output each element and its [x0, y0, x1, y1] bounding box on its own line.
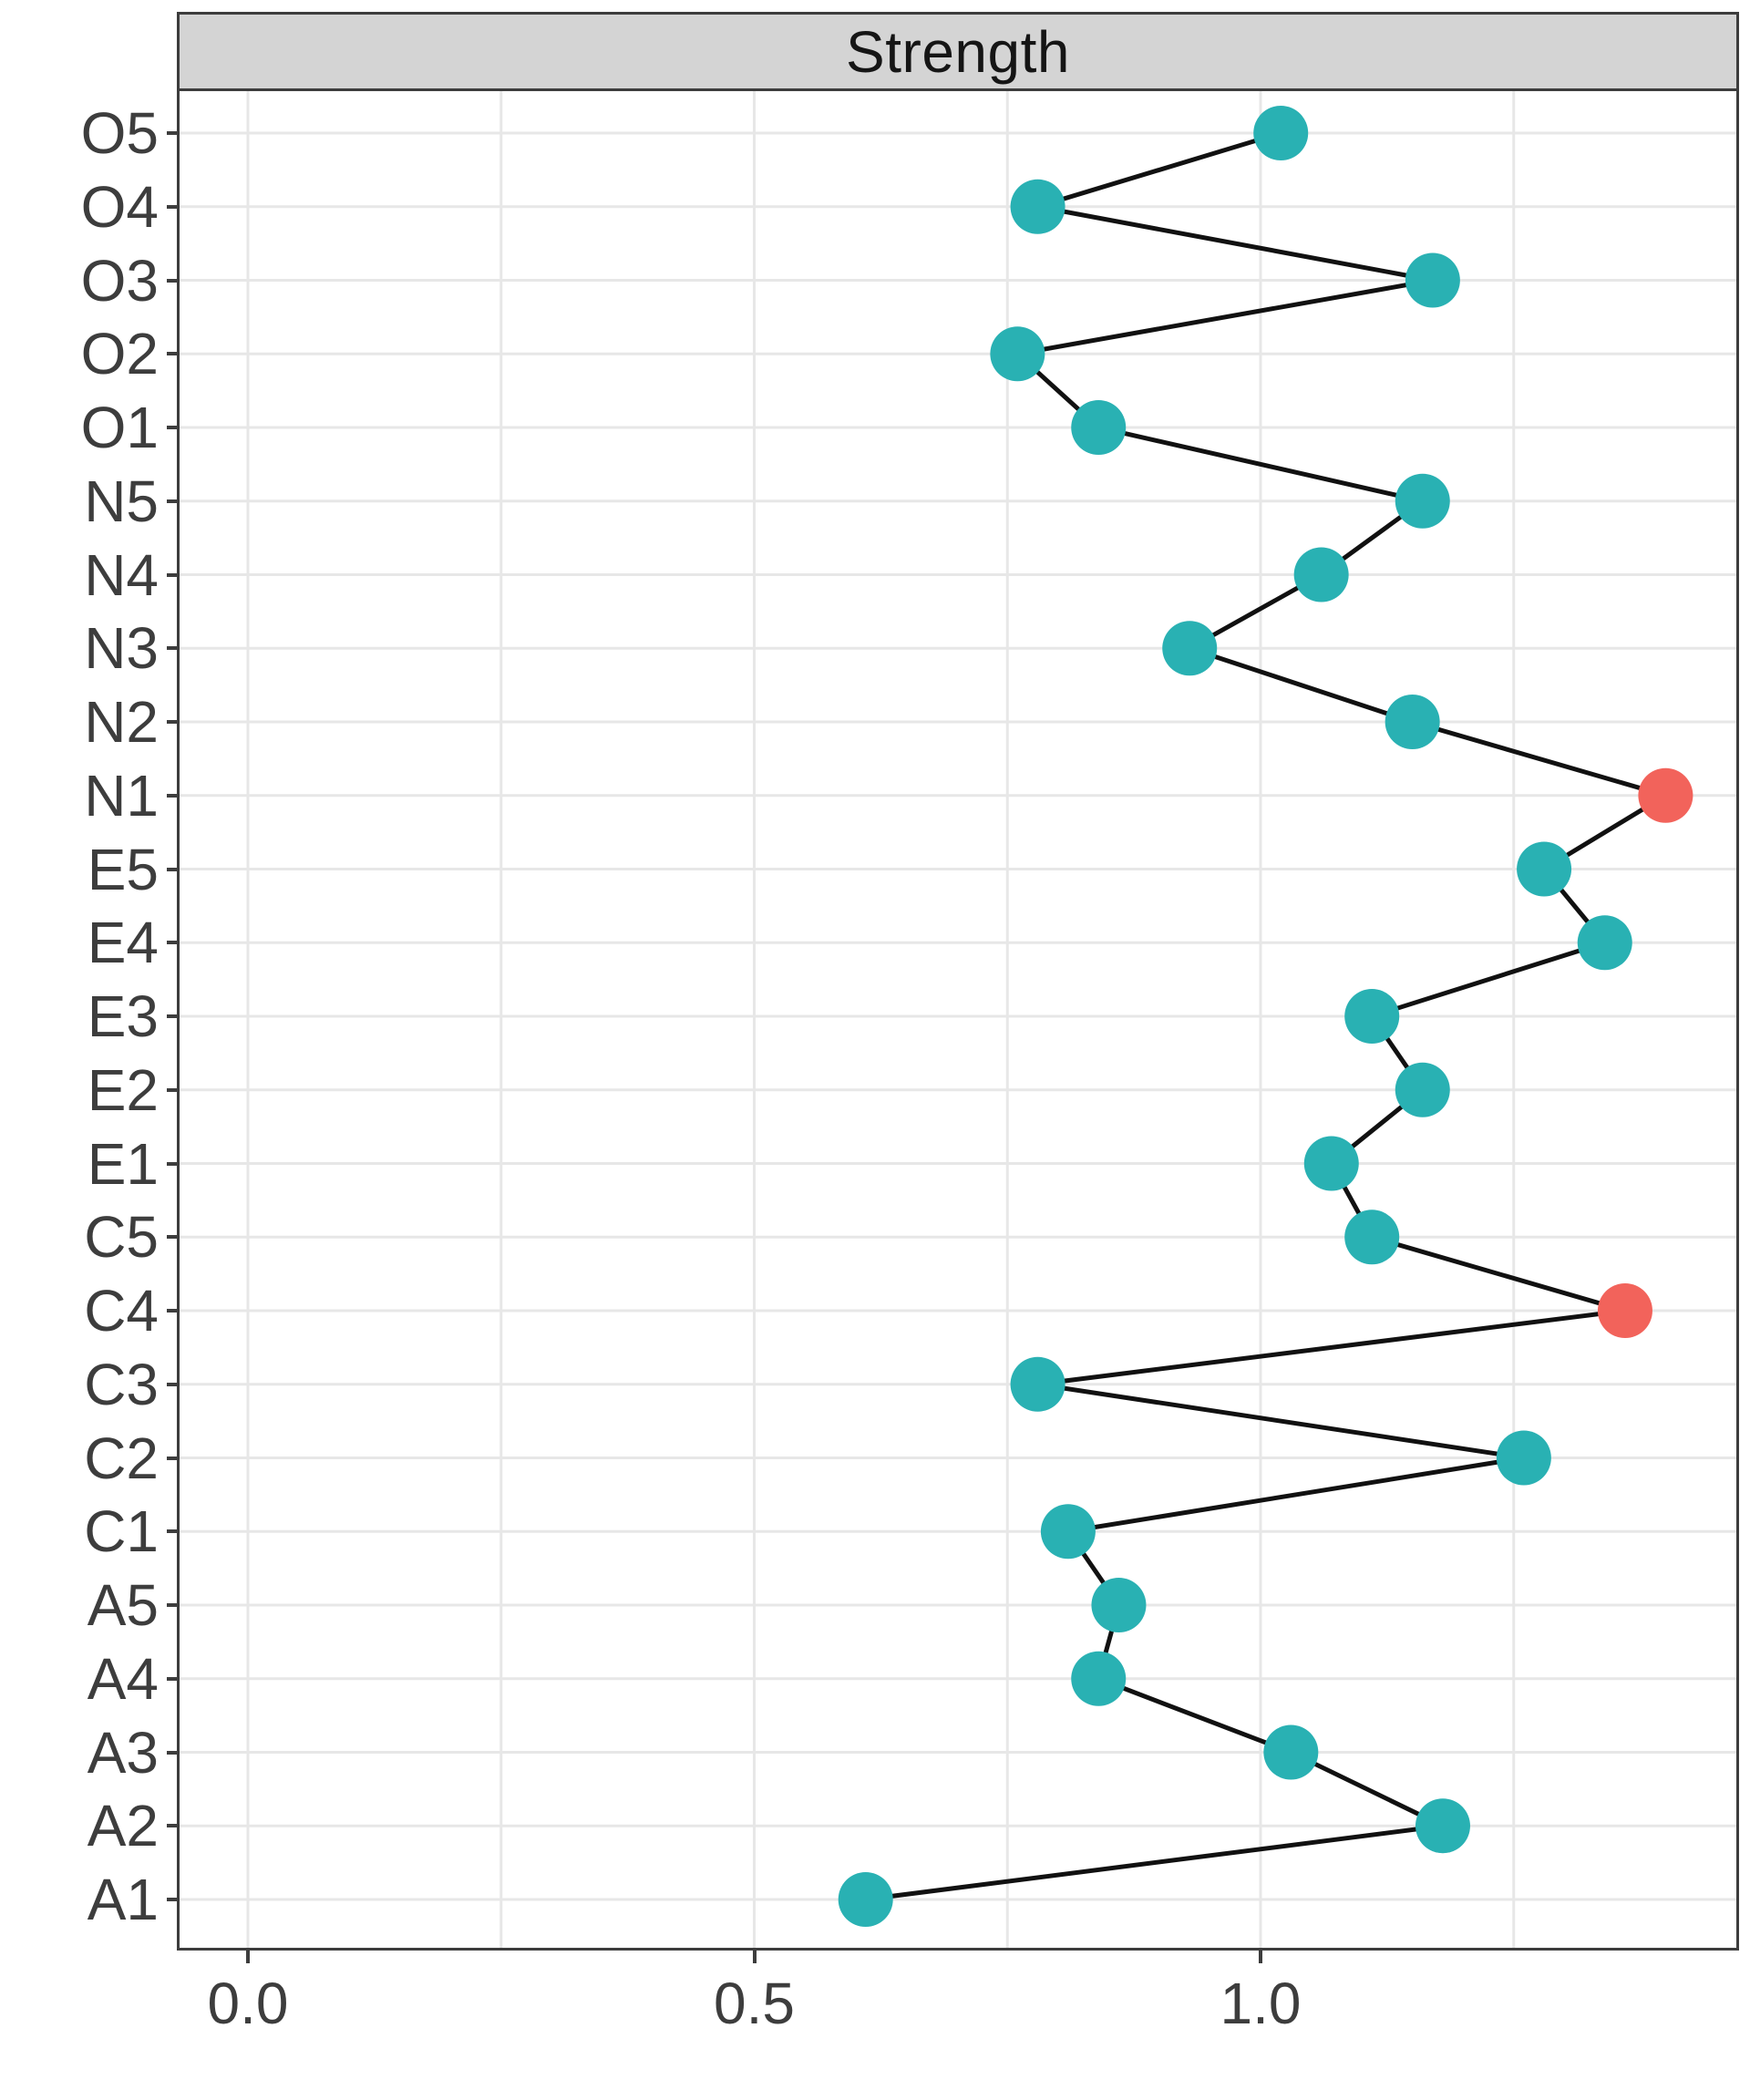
data-point [1010, 1356, 1065, 1412]
y-axis-label: A2 [87, 1793, 159, 1859]
plot-canvas [180, 91, 1736, 1948]
y-axis-label: O3 [80, 247, 159, 314]
y-axis-label: C4 [84, 1278, 159, 1343]
data-point [1344, 1210, 1400, 1265]
data-point [990, 326, 1045, 382]
y-axis-tick [167, 867, 177, 871]
y-axis-label: N2 [84, 689, 159, 755]
y-axis-label: C5 [84, 1204, 159, 1271]
y-axis-tick [167, 426, 177, 429]
data-point-highlighted [1638, 767, 1693, 823]
data-point [1415, 1798, 1470, 1854]
y-axis-tick [167, 278, 177, 283]
y-axis-label: E5 [87, 836, 159, 902]
y-axis-label: E1 [87, 1130, 159, 1197]
data-point [1395, 1062, 1450, 1117]
y-axis-label: O2 [80, 321, 159, 387]
data-point [1344, 989, 1400, 1044]
y-axis-tick [167, 204, 177, 209]
data-point-highlighted [1597, 1283, 1652, 1338]
data-point [1162, 621, 1218, 676]
data-point [1263, 1724, 1319, 1780]
data-point [1293, 547, 1349, 602]
y-axis-label: A3 [87, 1719, 159, 1786]
data-point [838, 1872, 893, 1927]
y-axis-label: E2 [87, 1056, 159, 1123]
data-point [1071, 400, 1127, 455]
y-axis-tick [167, 1456, 177, 1460]
y-axis-label: N4 [84, 541, 159, 608]
y-axis-tick [167, 1750, 177, 1755]
x-axis-tick-label: 1.0 [1220, 1971, 1302, 2036]
y-axis-label: N3 [84, 615, 159, 682]
y-axis-tick [167, 720, 177, 724]
y-axis-label: C3 [84, 1351, 159, 1417]
facet-strip: Strength [177, 12, 1739, 91]
data-point [1303, 1136, 1359, 1191]
data-point [1405, 252, 1460, 308]
data-point [1010, 179, 1065, 234]
y-axis-tick [167, 1235, 177, 1240]
y-axis-tick [167, 1676, 177, 1681]
y-axis-tick [167, 1087, 177, 1092]
y-axis-tick [167, 1382, 177, 1386]
y-axis-tick [167, 572, 177, 577]
data-point [1253, 106, 1309, 160]
x-axis-tick [1259, 1951, 1262, 1963]
y-axis-tick [167, 793, 177, 798]
y-axis-tick [167, 1603, 177, 1607]
y-axis-tick [167, 131, 177, 135]
x-axis-tick [752, 1951, 757, 1963]
y-axis-tick [167, 1824, 177, 1828]
y-axis-tick [167, 1309, 177, 1312]
data-point [1091, 1578, 1147, 1632]
y-axis-label: A4 [87, 1645, 159, 1712]
data-point [1517, 841, 1572, 897]
x-axis-tick-label: 0.5 [714, 1971, 795, 2036]
y-axis-label: O5 [80, 100, 159, 166]
y-axis-tick [167, 499, 177, 503]
y-axis-tick [167, 352, 177, 356]
y-axis-label: E4 [87, 910, 159, 976]
data-point [1577, 915, 1632, 971]
y-axis-tick [167, 1161, 177, 1166]
x-axis-tick-label: 0.0 [207, 1971, 289, 2036]
data-point [1385, 695, 1440, 749]
y-axis-label: A1 [87, 1867, 159, 1932]
y-axis-tick [167, 1014, 177, 1018]
y-axis-tick [167, 1898, 177, 1901]
y-axis-label: A5 [87, 1572, 159, 1638]
y-axis-tick [167, 646, 177, 651]
y-axis-label: O1 [80, 395, 159, 460]
data-point [1395, 473, 1450, 529]
y-axis-label: C1 [84, 1498, 159, 1565]
plot-panel [177, 88, 1739, 1951]
y-axis-label: N1 [84, 762, 159, 829]
y-axis-label: E3 [87, 983, 159, 1049]
y-axis-label: O4 [80, 173, 159, 240]
facet-strip-title: Strength [846, 18, 1070, 85]
x-axis-tick [246, 1951, 250, 1963]
y-axis-tick [167, 941, 177, 945]
y-axis-label: C2 [84, 1425, 159, 1491]
data-point [1040, 1504, 1096, 1560]
y-axis-tick [167, 1529, 177, 1534]
y-axis-label: N5 [84, 468, 159, 534]
data-point [1496, 1430, 1551, 1486]
data-point [1071, 1651, 1127, 1706]
